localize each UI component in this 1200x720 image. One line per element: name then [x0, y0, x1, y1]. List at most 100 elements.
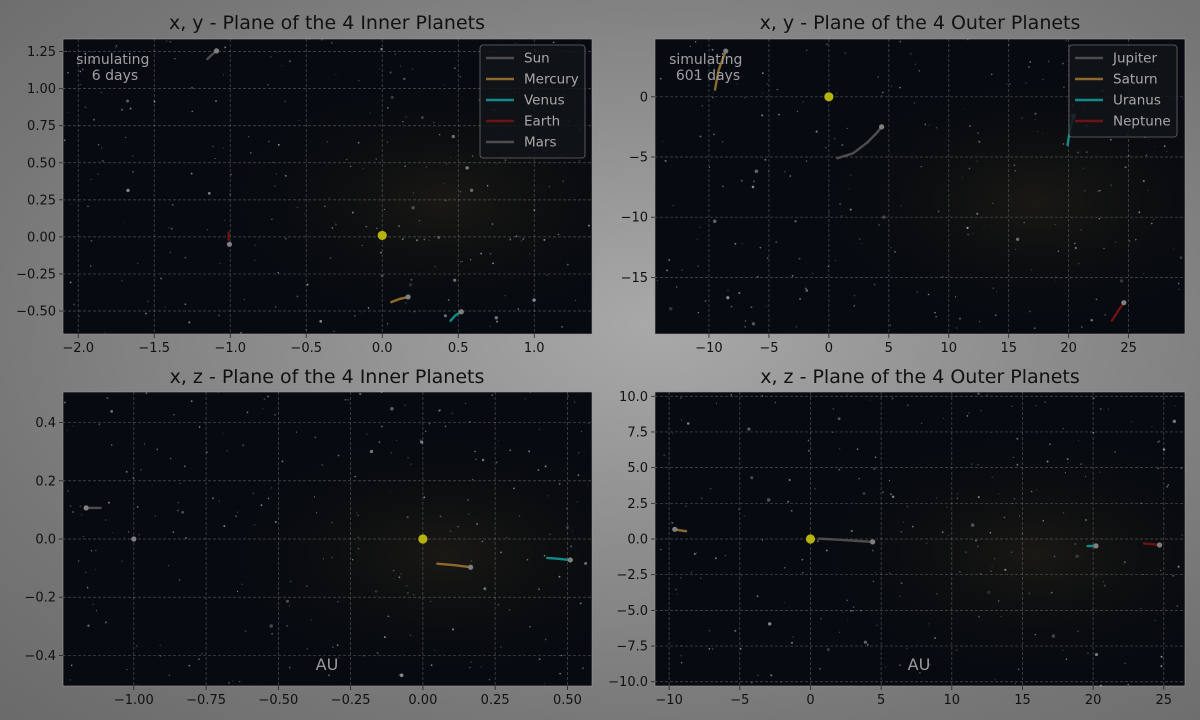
star	[1176, 605, 1179, 607]
star	[666, 269, 669, 272]
star	[532, 298, 536, 302]
star	[85, 571, 87, 574]
star	[351, 211, 354, 214]
star	[87, 205, 89, 208]
star	[881, 491, 884, 494]
xtick-label: −5	[759, 341, 778, 356]
star	[991, 476, 994, 478]
star	[795, 325, 798, 328]
star	[413, 311, 416, 313]
star	[288, 605, 290, 607]
star	[1029, 61, 1032, 63]
starfield-inner-xz	[63, 391, 592, 686]
star	[321, 39, 323, 41]
star	[268, 140, 270, 143]
legend-label-uranus: Uranus	[1113, 93, 1161, 109]
star	[1103, 584, 1106, 587]
star	[365, 225, 368, 228]
xtick-label: 15	[1014, 693, 1031, 708]
star	[390, 452, 392, 454]
star	[1172, 574, 1175, 577]
star	[184, 256, 187, 259]
star	[399, 65, 401, 67]
star	[994, 678, 997, 681]
star	[380, 47, 383, 51]
star	[69, 281, 72, 284]
star	[513, 487, 515, 490]
star	[86, 586, 89, 589]
star	[1124, 662, 1126, 665]
panel-outer-xy: x, y - Plane of the 4 Outer Planets −10−…	[621, 12, 1186, 356]
star	[979, 409, 982, 412]
star	[471, 155, 474, 157]
star	[1013, 498, 1015, 500]
planet-marker-mars	[226, 241, 233, 247]
star	[1092, 431, 1095, 434]
star	[846, 599, 849, 602]
star	[190, 400, 193, 403]
star	[262, 408, 264, 410]
star	[406, 516, 409, 519]
star	[281, 65, 283, 67]
star	[378, 67, 380, 70]
star	[966, 415, 969, 417]
star	[690, 571, 692, 573]
star	[452, 628, 454, 631]
ytick-label: −15	[621, 271, 648, 286]
star	[138, 533, 141, 536]
star	[1110, 138, 1112, 141]
star	[413, 594, 415, 596]
star	[1115, 241, 1117, 243]
star	[470, 560, 473, 562]
star	[324, 205, 326, 208]
star	[500, 551, 502, 554]
star	[246, 411, 249, 414]
star	[1103, 581, 1105, 583]
star	[383, 636, 386, 639]
star	[145, 312, 147, 315]
star	[846, 393, 849, 396]
au-label-outer-xz: AU	[908, 655, 931, 674]
star	[672, 432, 674, 435]
star	[1163, 524, 1165, 526]
star	[438, 409, 441, 412]
star	[1034, 118, 1036, 121]
star	[224, 219, 226, 221]
star	[1035, 405, 1037, 407]
planet-marker-neptune	[1121, 300, 1127, 306]
star	[73, 303, 76, 306]
star	[964, 551, 967, 554]
star	[97, 143, 100, 146]
star	[67, 71, 69, 74]
star	[751, 185, 755, 189]
star	[115, 45, 118, 47]
star	[296, 295, 299, 298]
star	[727, 289, 729, 292]
star	[468, 513, 470, 515]
star	[319, 320, 323, 323]
star	[156, 448, 159, 451]
star	[1051, 634, 1056, 638]
star	[140, 469, 142, 471]
star	[1000, 616, 1002, 618]
star	[671, 521, 674, 524]
star	[1064, 472, 1066, 474]
star	[971, 463, 973, 465]
star	[1054, 224, 1056, 226]
star	[792, 635, 794, 638]
star	[1044, 401, 1047, 403]
star	[125, 136, 127, 138]
star	[386, 323, 389, 325]
xtick-label: −5	[730, 693, 749, 708]
star	[696, 238, 698, 240]
milkyway-glow	[655, 392, 1185, 686]
star	[941, 275, 944, 278]
star	[663, 454, 666, 457]
star	[399, 673, 404, 678]
star	[1014, 169, 1017, 172]
star	[711, 48, 714, 51]
star	[925, 542, 928, 545]
star	[814, 488, 816, 490]
star	[1099, 189, 1101, 192]
star	[838, 447, 841, 450]
